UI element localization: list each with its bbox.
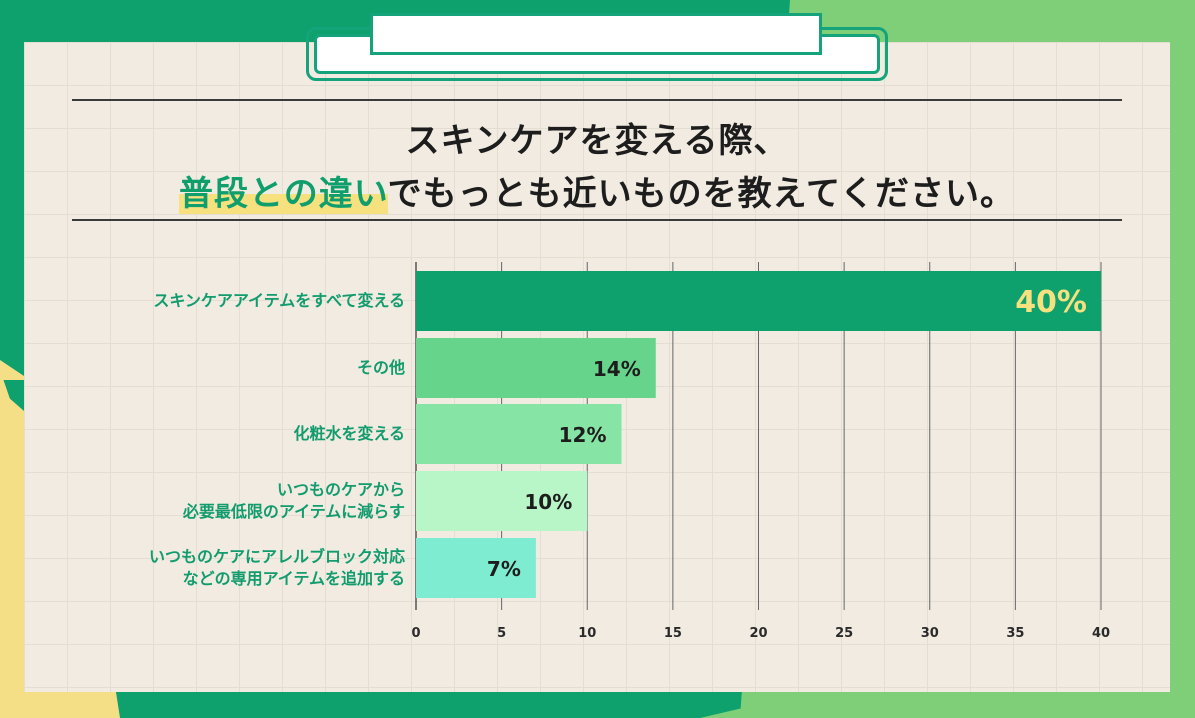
category-label: いつものケアから必要最低限のアイテムに減らす (183, 479, 405, 523)
category-label: その他 (357, 357, 405, 379)
x-tick-label: 40 (1092, 626, 1110, 641)
category-label-line: 必要最低限のアイテムに減らす (182, 502, 405, 521)
bar (416, 338, 656, 398)
bar (416, 538, 536, 598)
title-line-2: 普段との違いでもっとも近いものを教えてください。 (179, 174, 1015, 214)
x-tick-label: 15 (664, 626, 682, 641)
clipboard-clip-tab (370, 13, 822, 55)
category-label-line: スキンケアアイテムをすべて変える (153, 291, 405, 310)
bar (416, 471, 588, 531)
category-label: 化粧水を変える (293, 423, 405, 445)
x-tick-label: 5 (497, 626, 506, 641)
bar-value-label: 12% (559, 423, 607, 447)
x-tick-label: 20 (749, 626, 767, 641)
category-label: いつものケアにアレルブロック対応などの専用アイテムを追加する (149, 546, 405, 590)
bar-value-label: 14% (593, 357, 641, 381)
x-tick-label: 0 (411, 626, 420, 641)
bar-value-label: 7% (487, 557, 521, 581)
x-tick-label: 30 (921, 626, 939, 641)
x-tick-label: 25 (835, 626, 853, 641)
category-label-line: などの専用アイテムを追加する (182, 569, 405, 588)
x-tick-label: 10 (578, 626, 596, 641)
category-label-line: 化粧水を変える (293, 424, 405, 443)
title-line-1: スキンケアを変える際、 (405, 121, 789, 161)
title-rule-bottom (72, 219, 1122, 221)
x-tick-label: 35 (1006, 626, 1024, 641)
category-label-line: いつものケアから (276, 480, 405, 499)
category-label-line: その他 (356, 358, 405, 377)
category-label: スキンケアアイテムをすべて変える (153, 290, 405, 312)
bar (416, 404, 622, 464)
title-highlight: 普段との違い (179, 174, 388, 214)
title-rule-top (72, 99, 1122, 101)
bar (416, 271, 1101, 331)
bar-value-label: 40% (1015, 285, 1087, 320)
bar-value-label: 10% (524, 490, 572, 514)
category-label-line: いつものケアにアレルブロック対応 (148, 547, 405, 566)
